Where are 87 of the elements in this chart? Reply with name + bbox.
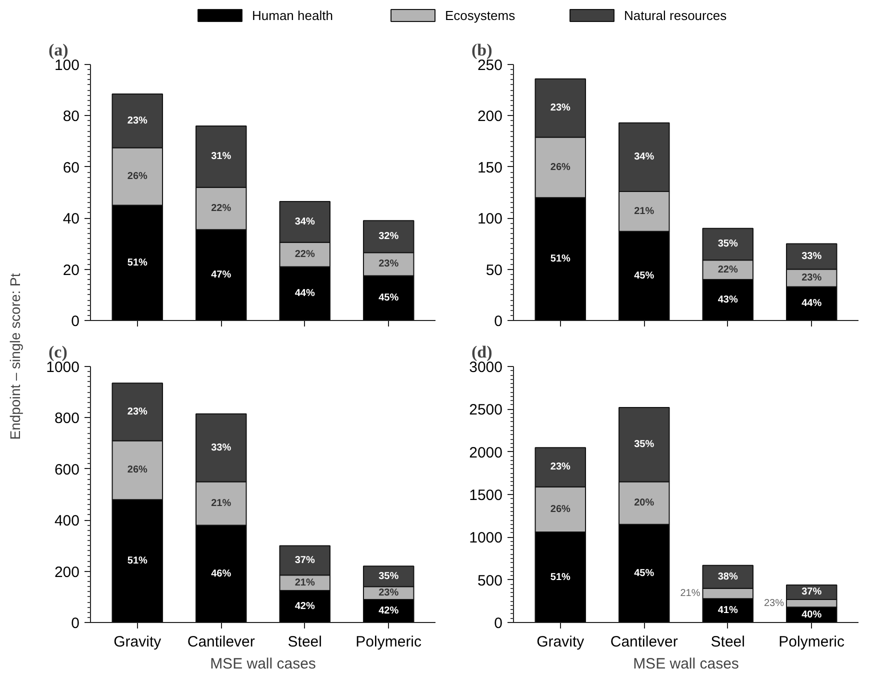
y-tick-label: 40 — [62, 210, 80, 228]
x-tick-label: Cantilever — [187, 634, 255, 650]
annotation: 23% — [378, 258, 399, 270]
y-tick-label: 20 — [62, 262, 80, 279]
annotation: 42% — [294, 601, 315, 612]
annotation: 32% — [378, 231, 399, 242]
annotation: 21% — [680, 588, 700, 599]
y-tick-label: 150 — [477, 159, 503, 176]
y-tick-label: 600 — [54, 461, 80, 478]
annotation: 22% — [211, 203, 232, 214]
y-tick-label: 0 — [71, 313, 80, 330]
y-tick-label: 200 — [477, 108, 503, 126]
chart-title: (d) — [472, 342, 492, 362]
y-tick-label: 800 — [54, 410, 80, 428]
annotation: 33% — [802, 251, 822, 262]
y-tick-label: 80 — [62, 108, 80, 126]
annotation: 21% — [211, 498, 232, 509]
legend-label: Human health — [252, 8, 333, 23]
annotation: 23% — [378, 588, 399, 599]
y-tick-label: 0 — [71, 615, 80, 632]
annotation: 35% — [378, 570, 399, 582]
annotation: 40% — [802, 609, 822, 620]
y-tick-label: 0 — [494, 313, 502, 330]
annotation: 43% — [718, 294, 738, 306]
x-axis-title: MSE wall cases — [633, 656, 739, 672]
annotation: 33% — [211, 442, 232, 454]
y-tick-label: 50 — [486, 262, 503, 279]
annotation: 45% — [378, 292, 399, 304]
annotation: 26% — [550, 162, 571, 173]
annotation: 35% — [718, 238, 738, 250]
annotation: 51% — [127, 257, 148, 268]
annotation: 51% — [550, 572, 571, 583]
annotation: 26% — [127, 171, 148, 182]
annotation: 22% — [294, 249, 315, 260]
chart-title: (c) — [48, 342, 68, 362]
y-tick-label: 2000 — [469, 444, 503, 462]
annotation: 42% — [378, 605, 399, 616]
y-tick-label: 1000 — [469, 530, 503, 547]
annotation: 20% — [634, 498, 654, 509]
x-tick-label: Steel — [288, 634, 322, 650]
annotation: 44% — [802, 298, 822, 310]
annotation: 46% — [211, 568, 232, 580]
annotation: 47% — [211, 270, 232, 281]
y-tick-label: 1500 — [469, 487, 503, 504]
annotation: 35% — [634, 439, 654, 450]
chart-title: (b) — [472, 40, 492, 60]
annotation: 44% — [294, 288, 315, 300]
chart-title: (a) — [48, 40, 68, 60]
y-tick-label: 400 — [54, 512, 80, 530]
x-tick-label: Steel — [710, 634, 745, 650]
x-tick-label: Gravity — [536, 634, 585, 650]
legend-label: Natural resources — [624, 8, 728, 23]
annotation: 21% — [294, 577, 315, 588]
annotation: 23% — [127, 115, 148, 126]
annotation: 51% — [550, 254, 571, 265]
y-tick-label: 200 — [54, 564, 80, 581]
y-tick-label: 500 — [477, 572, 503, 590]
annotation: 23% — [550, 102, 571, 114]
legend-label: Ecosystems — [445, 8, 516, 23]
annotation: 45% — [634, 568, 654, 579]
annotation: 21% — [634, 206, 654, 217]
y-axis-title: Endpoint – single score: Pt — [6, 273, 23, 440]
x-tick-label: Polymeric — [778, 634, 846, 650]
annotation: 34% — [634, 152, 654, 163]
annotation: 41% — [718, 605, 738, 616]
annotation: 23% — [802, 272, 822, 284]
annotation: 26% — [127, 464, 148, 476]
annotation: 23% — [764, 598, 784, 609]
annotation: 37% — [802, 586, 822, 598]
annotation: 26% — [550, 504, 571, 515]
annotation: 23% — [127, 406, 148, 418]
y-tick-label: 60 — [62, 159, 80, 176]
annotation: 31% — [211, 151, 232, 162]
x-axis-title: MSE wall cases — [210, 656, 316, 672]
y-tick-label: 100 — [477, 210, 503, 228]
annotation: 38% — [718, 571, 738, 582]
annotation: 34% — [294, 216, 315, 228]
annotation: 23% — [550, 462, 571, 473]
x-tick-label: Gravity — [114, 634, 162, 650]
y-tick-label: 2500 — [469, 402, 503, 419]
y-tick-label: 0 — [494, 615, 502, 632]
annotation: 45% — [634, 270, 654, 282]
annotation: 51% — [127, 556, 148, 567]
annotation: 22% — [718, 264, 738, 276]
x-tick-label: Cantilever — [610, 634, 678, 650]
annotation: 37% — [294, 554, 315, 566]
x-tick-label: Polymeric — [356, 634, 422, 650]
